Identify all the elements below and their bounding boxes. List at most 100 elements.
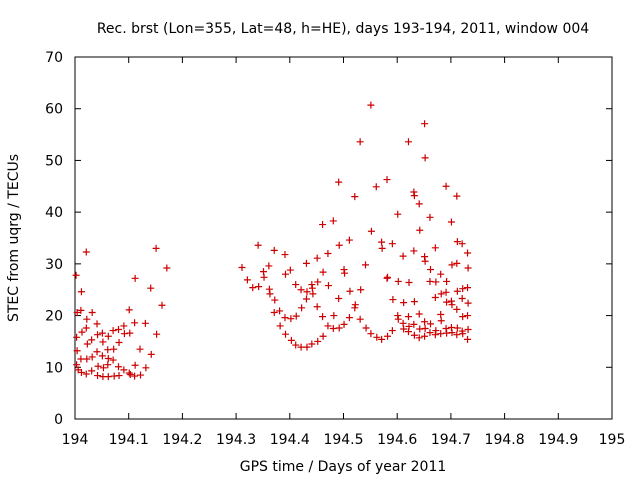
data-point: [410, 320, 418, 328]
data-point: [351, 304, 359, 312]
data-point: [93, 348, 101, 356]
data-point: [88, 336, 96, 344]
data-point: [308, 340, 316, 348]
data-point: [335, 324, 343, 332]
data-point: [73, 308, 81, 316]
data-point: [313, 254, 321, 262]
data-point: [431, 293, 439, 301]
data-point: [437, 290, 445, 298]
chart-title: Rec. brst (Lon=355, Lat=48, h=HE), days …: [97, 21, 589, 37]
data-point: [373, 333, 381, 341]
data-point: [88, 308, 96, 316]
data-point: [265, 262, 273, 270]
data-point: [131, 361, 139, 369]
data-point: [357, 286, 365, 294]
data-point: [73, 347, 81, 355]
x-tick-label: 194: [62, 432, 89, 448]
x-tick-label: 194.1: [109, 432, 149, 448]
data-point: [282, 330, 290, 338]
data-point: [464, 312, 472, 320]
data-point: [126, 329, 134, 337]
data-point: [271, 296, 279, 304]
data-point: [73, 361, 81, 369]
data-point: [421, 154, 429, 162]
data-point: [136, 345, 144, 353]
data-point: [99, 338, 107, 346]
data-point: [114, 363, 122, 371]
data-point: [432, 278, 440, 286]
data-point: [77, 355, 85, 363]
data-point: [163, 264, 171, 272]
data-point: [83, 315, 91, 323]
data-point: [410, 298, 418, 306]
data-point: [426, 213, 434, 221]
x-tick-label: 194.6: [377, 432, 417, 448]
data-point: [104, 361, 112, 369]
x-tick-label: 194.9: [538, 432, 578, 448]
data-point: [98, 329, 106, 337]
data-point: [249, 284, 257, 292]
data-point: [292, 312, 300, 320]
data-point: [421, 120, 429, 128]
data-point: [448, 301, 456, 309]
data-point: [437, 311, 445, 319]
data-point: [367, 330, 375, 338]
x-tick-label: 194.3: [216, 432, 256, 448]
data-point: [404, 313, 412, 321]
data-point: [389, 296, 397, 304]
data-point: [324, 250, 332, 258]
data-point: [303, 288, 311, 296]
data-point: [276, 322, 284, 330]
data-point: [319, 221, 327, 229]
data-point: [94, 362, 102, 370]
data-point: [125, 369, 133, 377]
data-point: [415, 334, 423, 342]
data-point: [345, 314, 353, 322]
data-point: [319, 332, 327, 340]
data-point: [458, 295, 466, 303]
data-point: [372, 183, 380, 191]
data-point: [104, 354, 112, 362]
data-point: [453, 305, 461, 313]
data-point: [367, 227, 375, 235]
data-point: [335, 241, 343, 249]
data-point: [421, 325, 429, 332]
data-point: [313, 303, 321, 311]
data-point: [453, 259, 461, 267]
data-point: [378, 335, 386, 343]
data-point: [346, 287, 354, 295]
data-point: [314, 337, 322, 345]
data-point: [421, 257, 429, 265]
data-point: [152, 244, 160, 252]
data-point: [77, 368, 85, 376]
data-point: [314, 278, 322, 286]
data-point: [464, 335, 472, 343]
data-point: [464, 249, 472, 257]
data-point: [453, 287, 461, 295]
data-point: [282, 270, 290, 278]
data-point: [421, 318, 429, 326]
x-tick-label: 195: [599, 432, 626, 448]
data-point: [351, 193, 359, 201]
data-point: [88, 353, 96, 361]
data-point: [400, 325, 408, 333]
data-point: [72, 271, 80, 279]
y-axis: 0 10 20 30 40 50 60 70: [45, 50, 612, 428]
data-point: [378, 244, 386, 252]
data-point: [142, 364, 150, 372]
data-point: [448, 261, 456, 269]
data-point: [443, 298, 451, 306]
y-axis-label: STEC from uqrg / TECUs: [6, 154, 22, 322]
data-point: [120, 366, 128, 374]
data-point: [114, 326, 122, 334]
data-point: [443, 277, 451, 285]
data-point: [431, 331, 439, 339]
data-point: [426, 266, 434, 274]
data-point: [104, 332, 112, 340]
data-point: [341, 269, 349, 277]
data-point: [453, 238, 461, 246]
y-tick-label: 10: [45, 360, 63, 376]
data-point: [388, 327, 396, 335]
data-point: [383, 274, 391, 282]
